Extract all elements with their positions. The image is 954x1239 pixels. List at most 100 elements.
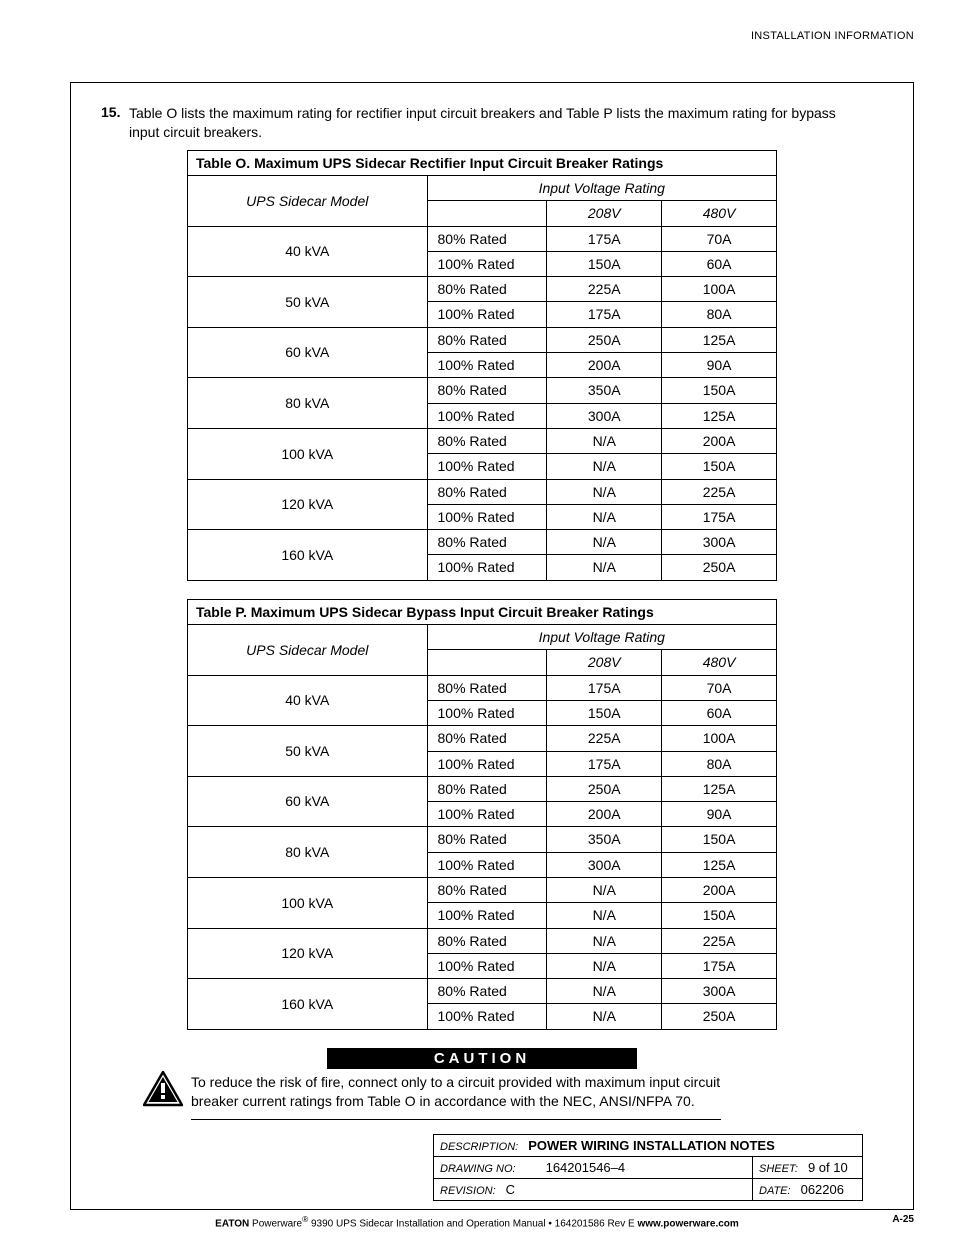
table-row-rated: 80% Rated: [427, 226, 547, 251]
table-p-v1: 208V: [547, 650, 662, 675]
table-row-480v: 60A: [662, 700, 777, 725]
table-row-480v: 175A: [662, 504, 777, 529]
table-row-480v: 225A: [662, 479, 777, 504]
table-row-480v: 150A: [662, 827, 777, 852]
table-row-rated: 80% Rated: [427, 979, 547, 1004]
warning-icon: [143, 1071, 185, 1112]
table-row-rated: 100% Rated: [427, 454, 547, 479]
table-row-model: 100 kVA: [188, 428, 428, 479]
table-row-480v: 125A: [662, 776, 777, 801]
table-row-480v: 70A: [662, 226, 777, 251]
sheet-label: SHEET:: [759, 1163, 798, 1175]
table-row-480v: 80A: [662, 751, 777, 776]
table-p-ivr-header: Input Voltage Rating: [427, 625, 776, 650]
table-row-model: 60 kVA: [188, 776, 428, 827]
table-row-rated: 80% Rated: [427, 530, 547, 555]
step-number: 15.: [101, 103, 129, 122]
table-row-model: 50 kVA: [188, 277, 428, 328]
table-row-480v: 150A: [662, 903, 777, 928]
table-o: Table O. Maximum UPS Sidecar Rectifier I…: [187, 150, 777, 581]
table-row-208v: N/A: [547, 504, 662, 529]
table-row-480v: 300A: [662, 979, 777, 1004]
table-row-rated: 100% Rated: [427, 903, 547, 928]
table-row-208v: 175A: [547, 302, 662, 327]
table-row-480v: 90A: [662, 802, 777, 827]
table-row-model: 160 kVA: [188, 530, 428, 581]
table-row-208v: N/A: [547, 979, 662, 1004]
table-row-480v: 200A: [662, 428, 777, 453]
table-row-480v: 175A: [662, 953, 777, 978]
table-row-rated: 80% Rated: [427, 327, 547, 352]
table-row-rated: 100% Rated: [427, 751, 547, 776]
dwg-value: 164201546–4: [546, 1160, 626, 1175]
table-p-model-header: UPS Sidecar Model: [188, 625, 428, 676]
table-row-480v: 225A: [662, 928, 777, 953]
table-row-480v: 300A: [662, 530, 777, 555]
table-row-208v: N/A: [547, 877, 662, 902]
table-row-480v: 150A: [662, 454, 777, 479]
table-row-208v: 150A: [547, 700, 662, 725]
table-row-480v: 125A: [662, 327, 777, 352]
table-row-rated: 100% Rated: [427, 852, 547, 877]
table-row-model: 40 kVA: [188, 675, 428, 726]
table-row-rated: 100% Rated: [427, 555, 547, 580]
table-row-rated: 100% Rated: [427, 802, 547, 827]
intro-text: Table O lists the maximum rating for rec…: [129, 104, 863, 142]
table-row-480v: 100A: [662, 726, 777, 751]
table-row-rated: 80% Rated: [427, 776, 547, 801]
table-row-208v: 200A: [547, 353, 662, 378]
table-row-rated: 100% Rated: [427, 953, 547, 978]
table-row-208v: 250A: [547, 776, 662, 801]
table-row-208v: 175A: [547, 226, 662, 251]
table-row-rated: 100% Rated: [427, 353, 547, 378]
table-row-model: 40 kVA: [188, 226, 428, 277]
table-row-480v: 150A: [662, 378, 777, 403]
date-label: DATE:: [759, 1185, 791, 1197]
table-row-208v: 300A: [547, 852, 662, 877]
title-block: DESCRIPTION: POWER WIRING INSTALLATION N…: [433, 1134, 863, 1201]
table-row-model: 80 kVA: [188, 827, 428, 878]
table-row-rated: 100% Rated: [427, 251, 547, 276]
caution-text: To reduce the risk of fire, connect only…: [191, 1073, 721, 1120]
date-value: 062206: [801, 1182, 844, 1197]
table-o-v2: 480V: [662, 201, 777, 226]
table-row-208v: 175A: [547, 675, 662, 700]
table-row-208v: 250A: [547, 327, 662, 352]
table-row-rated: 80% Rated: [427, 827, 547, 852]
table-row-480v: 60A: [662, 251, 777, 276]
table-row-208v: N/A: [547, 555, 662, 580]
table-row-208v: N/A: [547, 953, 662, 978]
table-row-208v: 225A: [547, 726, 662, 751]
intro-paragraph: 15. Table O lists the maximum rating for…: [101, 103, 863, 142]
footer-brand: EATON: [215, 1218, 249, 1229]
table-row-model: 60 kVA: [188, 327, 428, 378]
table-row-480v: 70A: [662, 675, 777, 700]
table-row-480v: 200A: [662, 877, 777, 902]
table-row-model: 160 kVA: [188, 979, 428, 1030]
table-p-title: Table P. Maximum UPS Sidecar Bypass Inpu…: [188, 599, 777, 624]
footer-t2: 9390 UPS Sidecar Installation and Operat…: [308, 1218, 637, 1229]
rev-label: REVISION:: [440, 1185, 496, 1197]
header-section: INSTALLATION INFORMATION: [40, 30, 914, 42]
table-row-480v: 100A: [662, 277, 777, 302]
table-row-480v: 125A: [662, 852, 777, 877]
table-row-480v: 80A: [662, 302, 777, 327]
table-row-model: 80 kVA: [188, 378, 428, 429]
footer-t1: Powerware: [249, 1218, 302, 1229]
table-row-208v: 150A: [547, 251, 662, 276]
table-row-rated: 80% Rated: [427, 877, 547, 902]
table-row-model: 100 kVA: [188, 877, 428, 928]
dwg-label: DRAWING NO:: [440, 1163, 516, 1175]
caution-block: CAUTION To reduce the risk of fire, conn…: [187, 1048, 777, 1120]
desc-value: POWER WIRING INSTALLATION NOTES: [528, 1138, 775, 1153]
table-row-208v: 200A: [547, 802, 662, 827]
table-row-rated: 100% Rated: [427, 504, 547, 529]
table-row-208v: N/A: [547, 928, 662, 953]
table-o-v1: 208V: [547, 201, 662, 226]
table-row-480v: 90A: [662, 353, 777, 378]
table-p-v2: 480V: [662, 650, 777, 675]
table-o-title: Table O. Maximum UPS Sidecar Rectifier I…: [188, 150, 777, 175]
table-o-model-header: UPS Sidecar Model: [188, 175, 428, 226]
table-row-480v: 250A: [662, 555, 777, 580]
table-row-rated: 80% Rated: [427, 726, 547, 751]
